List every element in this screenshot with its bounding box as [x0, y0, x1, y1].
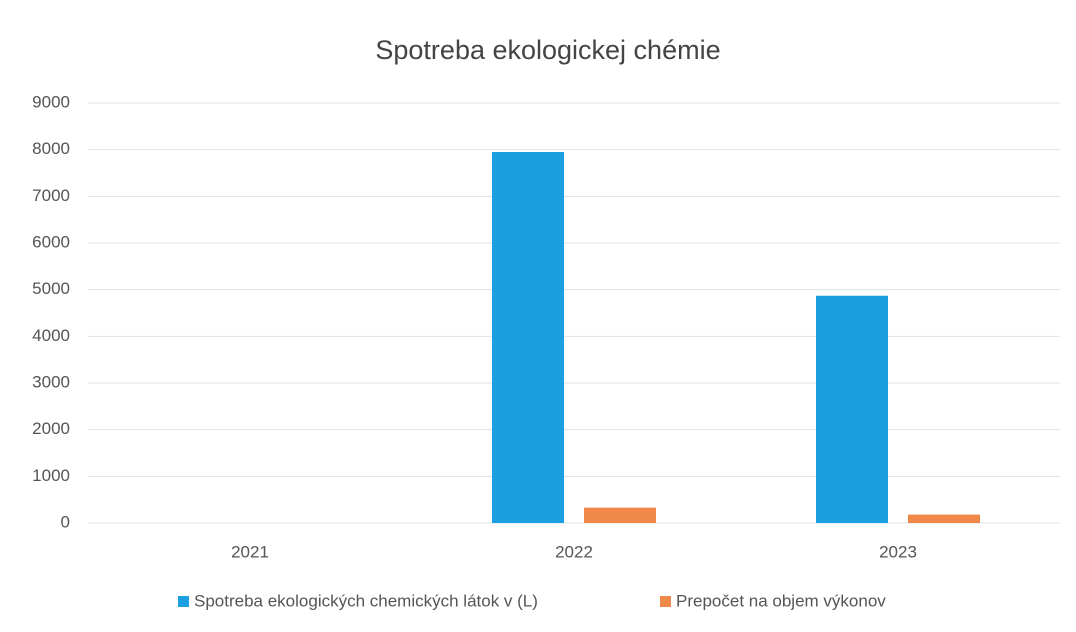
y-tick-label: 5000 — [32, 279, 70, 298]
bar — [816, 295, 888, 523]
legend-label: Spotreba ekologických chemických látok v… — [194, 591, 538, 610]
y-tick-label: 6000 — [32, 232, 70, 251]
y-tick-label: 4000 — [32, 326, 70, 345]
y-tick-label: 7000 — [32, 186, 70, 205]
x-tick-label: 2023 — [879, 542, 917, 561]
legend-swatch — [660, 596, 671, 607]
y-tick-label: 1000 — [32, 466, 70, 485]
x-tick-label: 2022 — [555, 542, 593, 561]
bar — [908, 514, 980, 523]
legend-label: Prepočet na objem výkonov — [676, 591, 886, 610]
y-tick-label: 9000 — [32, 92, 70, 111]
y-tick-label: 2000 — [32, 419, 70, 438]
bar — [584, 507, 656, 523]
y-tick-label: 0 — [61, 512, 70, 531]
bar — [492, 152, 564, 523]
x-tick-label: 2021 — [231, 542, 269, 561]
chart-title: Spotreba ekologickej chémie — [375, 35, 720, 65]
legend-swatch — [178, 596, 189, 607]
y-tick-label: 8000 — [32, 139, 70, 158]
y-tick-label: 3000 — [32, 372, 70, 391]
